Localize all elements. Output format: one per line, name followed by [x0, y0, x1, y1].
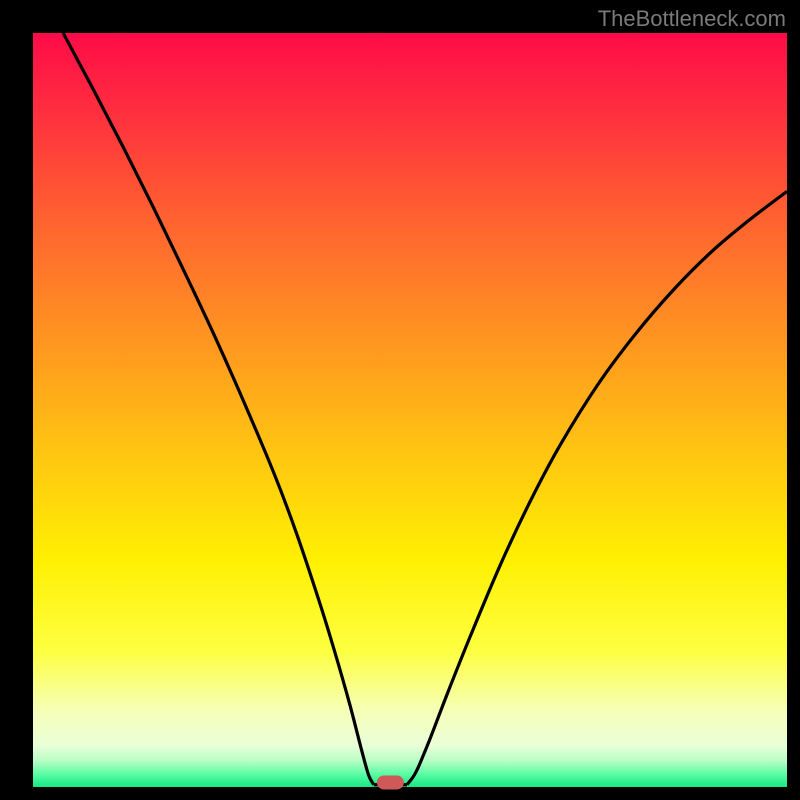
bottleneck-marker [377, 775, 404, 789]
watermark-text: TheBottleneck.com [598, 6, 786, 32]
plot-background [33, 33, 787, 787]
chart-container: TheBottleneck.com [0, 0, 800, 800]
bottleneck-chart [0, 0, 800, 800]
